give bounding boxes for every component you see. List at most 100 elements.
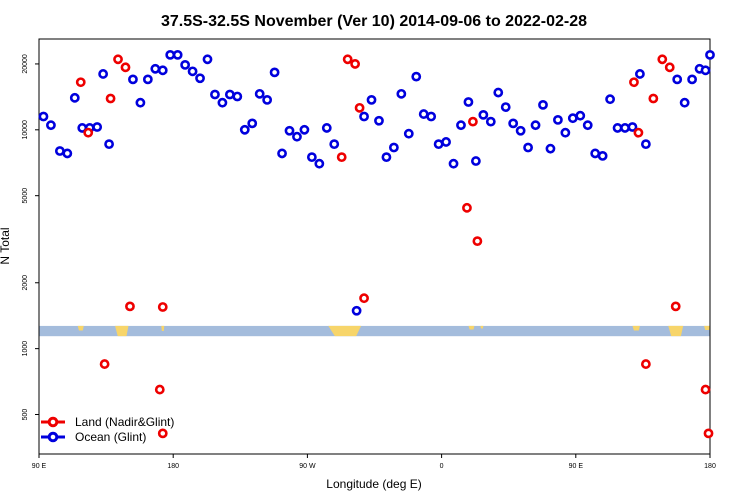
x-tick-label: 180 [167, 463, 179, 470]
x-tick-label: 90 W [299, 463, 316, 470]
point-ocean [314, 158, 325, 169]
point-ocean [306, 152, 317, 163]
plot-frame [38, 38, 711, 455]
point-land [99, 359, 110, 369]
y-tick-label: 10000 [22, 120, 29, 140]
point-ocean [478, 109, 489, 120]
point-ocean [456, 120, 466, 131]
y-tick-label: 5000 [22, 188, 29, 204]
point-land [157, 302, 168, 312]
legend-entry-land: Land (Nadir&Glint) [41, 415, 174, 429]
point-ocean [351, 305, 362, 316]
point-ocean [441, 137, 451, 147]
point-land [336, 152, 347, 163]
point-ocean [545, 143, 556, 154]
map-band-land [161, 325, 165, 332]
point-ocean [62, 148, 73, 159]
point-ocean [195, 73, 205, 84]
point-ocean [700, 65, 711, 76]
point-ocean [247, 118, 258, 129]
y-tick-label: 2000 [22, 275, 29, 291]
data-points [38, 49, 715, 439]
map-band-ocean [39, 325, 710, 337]
point-land [154, 384, 165, 395]
x-tick-label: 90 E [32, 463, 47, 470]
point-ocean [433, 139, 444, 150]
point-ocean [180, 59, 191, 70]
point-land [472, 236, 483, 247]
point-ocean [418, 109, 429, 119]
point-ocean [508, 118, 519, 129]
legend: Land (Nadir&Glint) Ocean (Glint) [41, 415, 174, 444]
point-ocean [590, 148, 601, 159]
y-tick-label: 1000 [22, 341, 29, 357]
legend-marker-land [47, 416, 59, 428]
point-ocean [202, 54, 213, 65]
point-ocean [254, 88, 265, 99]
point-ocean [381, 152, 392, 163]
point-land [350, 59, 361, 69]
point-ocean [92, 122, 103, 132]
point-ocean [530, 120, 541, 131]
point-land [359, 293, 369, 304]
point-ocean [575, 110, 586, 121]
point-ocean [269, 67, 280, 78]
point-land [342, 54, 353, 65]
point-land [703, 428, 714, 439]
point-ocean [470, 156, 481, 166]
point-ocean [411, 71, 422, 82]
point-land [664, 62, 675, 73]
point-ocean [54, 146, 65, 156]
point-ocean [321, 123, 332, 133]
x-tick-label: 180 [704, 463, 716, 470]
point-ocean [38, 111, 49, 122]
point-land [83, 127, 94, 138]
point-ocean [687, 74, 698, 85]
point-land [462, 202, 472, 213]
point-land [120, 62, 131, 73]
map-band [39, 325, 710, 337]
point-ocean [299, 124, 310, 135]
point-ocean [567, 113, 578, 124]
map-band-land [480, 325, 484, 329]
point-ocean [262, 94, 273, 105]
point-ocean [582, 120, 593, 131]
point-ocean [329, 139, 340, 150]
point-land [75, 77, 86, 88]
point-ocean [627, 122, 638, 132]
map-band-land [77, 325, 84, 331]
x-axis-title: Longitude (deg E) [326, 477, 421, 491]
point-ocean [172, 49, 183, 60]
point-ocean [388, 142, 399, 153]
x-tick-label: 0 [440, 463, 444, 470]
point-ocean [46, 120, 56, 131]
point-ocean [104, 139, 114, 150]
point-ocean [605, 94, 615, 105]
y-tick-label: 20000 [22, 54, 29, 74]
chart-title: 37.5S-32.5S November (Ver 10) 2014-09-06… [161, 13, 587, 30]
point-ocean [284, 125, 295, 136]
y-tick-label: 500 [22, 409, 29, 421]
point-land [157, 428, 168, 439]
point-ocean [553, 114, 563, 125]
map-band-land [468, 325, 475, 330]
point-land [468, 116, 478, 127]
point-land [629, 77, 639, 88]
point-ocean [98, 69, 109, 79]
point-ocean [560, 127, 571, 138]
map-band-land [668, 325, 684, 337]
point-ocean [150, 63, 161, 74]
point-ocean [69, 92, 80, 103]
point-land [113, 54, 123, 65]
point-ocean [463, 97, 474, 107]
point-ocean [500, 102, 511, 112]
x-tick-label: 90 E [569, 463, 584, 470]
legend-label-land: Land (Nadir&Glint) [75, 415, 174, 429]
point-land [700, 384, 711, 395]
map-band-land [704, 325, 710, 331]
point-ocean [523, 142, 533, 153]
point-ocean [217, 97, 228, 108]
point-land [354, 102, 365, 113]
point-land [125, 301, 135, 312]
point-land [648, 93, 659, 104]
